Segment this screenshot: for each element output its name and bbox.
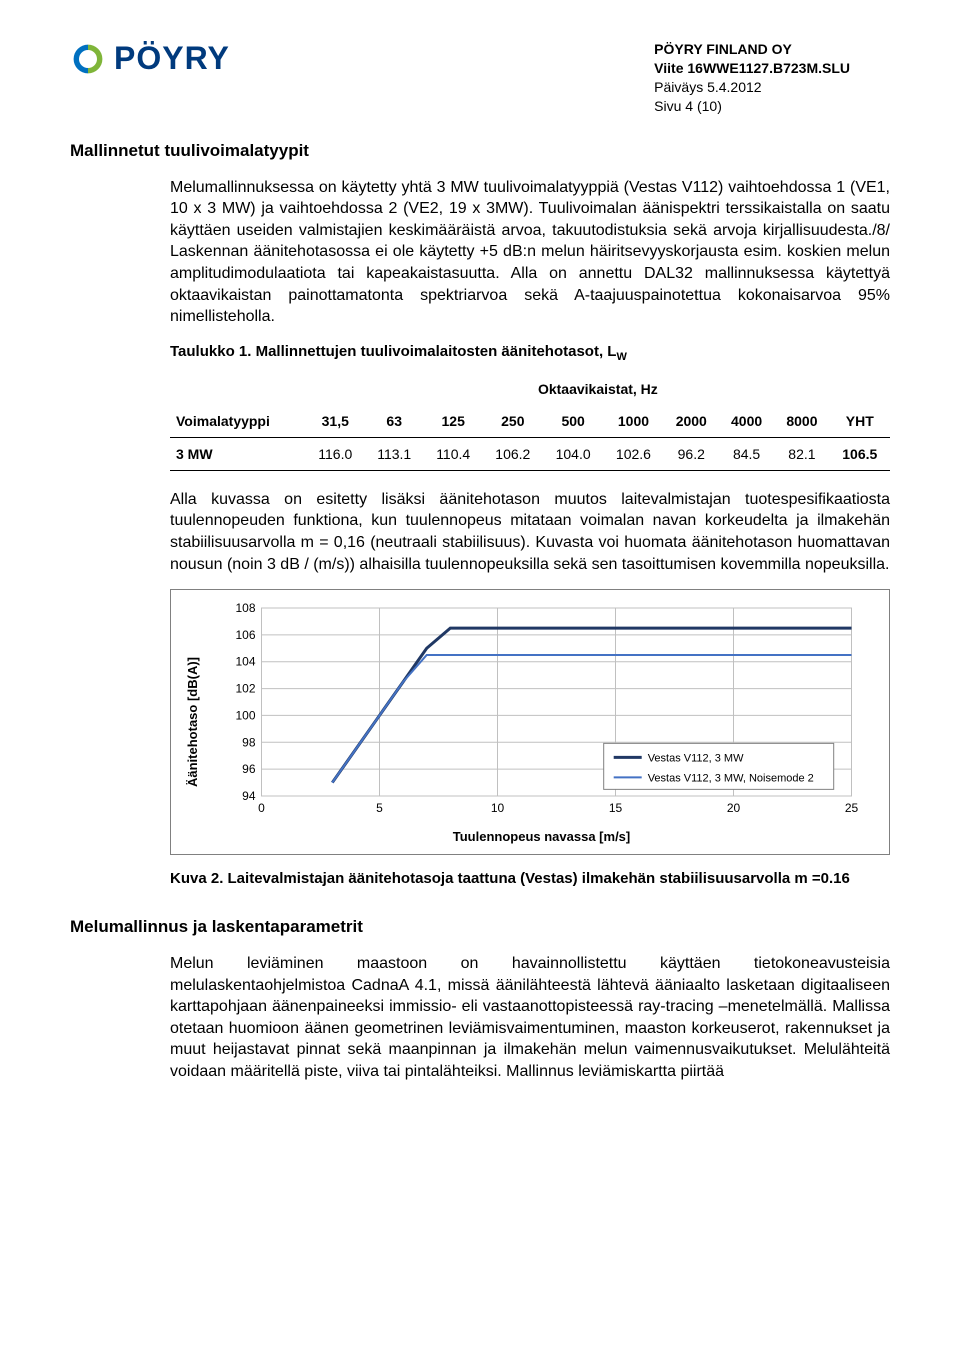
cell: 102.6 xyxy=(603,438,663,471)
svg-text:5: 5 xyxy=(376,801,383,815)
section-number: 3.2 xyxy=(0,141,40,161)
col-header-freq: 4000 xyxy=(719,405,774,438)
col-header-freq: 8000 xyxy=(774,405,829,438)
svg-text:106: 106 xyxy=(235,628,255,642)
chart-y-axis-label: Äänitehotaso [dB(A)] xyxy=(181,600,204,844)
paragraph: Alla kuvassa on esitetty lisäksi ääniteh… xyxy=(170,489,890,575)
chart-canvas: 94 96 98 100 102 104 106 108 0 5 10 15 20 25 Vestas V1… xyxy=(204,600,879,820)
doc-reference: Viite 16WWE1127.B723M.SLU xyxy=(654,59,850,78)
col-header-total: YHT xyxy=(830,405,890,438)
page-number: Sivu 4 (10) xyxy=(654,97,850,116)
table-caption: Taulukko 1. Mallinnettujen tuulivoimalai… xyxy=(170,343,890,363)
svg-text:104: 104 xyxy=(235,655,255,669)
table-caption-text: Taulukko 1. Mallinnettujen tuulivoimalai… xyxy=(170,343,616,360)
cell-total: 106.5 xyxy=(830,438,890,471)
cell: 110.4 xyxy=(424,438,483,471)
svg-text:20: 20 xyxy=(727,801,741,815)
cell: 84.5 xyxy=(719,438,774,471)
section-3-2-heading: 3.2 Mallinnetut tuulivoimalatyypit xyxy=(70,141,890,161)
frequency-table: Oktaavikaistat, Hz Voimalatyyppi 31,5 63… xyxy=(170,373,890,471)
svg-text:96: 96 xyxy=(242,762,256,776)
poyry-logo-icon xyxy=(70,41,106,77)
svg-text:Vestas V112, 3 MW: Vestas V112, 3 MW xyxy=(648,752,744,764)
logo: PÖYRY xyxy=(70,40,230,77)
chart-x-axis-label: Tuulennopeus navassa [m/s] xyxy=(204,829,879,844)
section-3-2-body: Melumallinnuksessa on käytetty yhtä 3 MW… xyxy=(170,177,890,888)
svg-text:10: 10 xyxy=(491,801,505,815)
logo-text: PÖYRY xyxy=(114,40,230,77)
col-header-freq: 31,5 xyxy=(306,405,365,438)
svg-text:98: 98 xyxy=(242,735,256,749)
row-label: 3 MW xyxy=(170,438,306,471)
section-3-3-heading: 3.3 Melumallinnus ja laskentaparametrit xyxy=(70,917,890,937)
svg-text:108: 108 xyxy=(235,601,255,615)
table-group-header: Oktaavikaistat, Hz xyxy=(306,373,890,405)
col-header-freq: 2000 xyxy=(664,405,719,438)
svg-text:25: 25 xyxy=(845,801,859,815)
line-chart: Äänitehotaso [dB(A)] 9496981001021041061… xyxy=(170,589,890,855)
document-page: PÖYRY PÖYRY FINLAND OY Viite 16WWE1127.B… xyxy=(0,0,960,1372)
svg-text:15: 15 xyxy=(609,801,623,815)
cell: 96.2 xyxy=(664,438,719,471)
svg-text:94: 94 xyxy=(242,789,256,803)
col-header-freq: 1000 xyxy=(603,405,663,438)
paragraph: Melumallinnuksessa on käytetty yhtä 3 MW… xyxy=(170,177,890,328)
svg-text:102: 102 xyxy=(235,682,255,696)
col-header-freq: 250 xyxy=(483,405,543,438)
col-header-freq: 125 xyxy=(424,405,483,438)
section-title: Melumallinnus ja laskentaparametrit xyxy=(70,917,363,937)
col-header-freq: 500 xyxy=(543,405,603,438)
cell: 116.0 xyxy=(306,438,365,471)
company-name: PÖYRY FINLAND OY xyxy=(654,40,850,59)
table-caption-sub: W xyxy=(616,351,626,363)
col-header-type: Voimalatyyppi xyxy=(170,405,306,438)
header-info-block: PÖYRY FINLAND OY Viite 16WWE1127.B723M.S… xyxy=(654,40,850,116)
paragraph: Melun leviäminen maastoon on havainnolli… xyxy=(170,953,890,1083)
page-header: PÖYRY PÖYRY FINLAND OY Viite 16WWE1127.B… xyxy=(70,40,890,116)
svg-text:100: 100 xyxy=(235,709,255,723)
cell: 113.1 xyxy=(365,438,424,471)
table-header-row: Voimalatyyppi 31,5 63 125 250 500 1000 2… xyxy=(170,405,890,438)
section-3-3-body: Melun leviäminen maastoon on havainnolli… xyxy=(170,953,890,1083)
svg-text:0: 0 xyxy=(258,801,265,815)
section-title: Mallinnetut tuulivoimalatyypit xyxy=(70,141,309,161)
col-header-freq: 63 xyxy=(365,405,424,438)
cell: 82.1 xyxy=(774,438,829,471)
svg-text:Vestas V112, 3 MW, Noisemode 2: Vestas V112, 3 MW, Noisemode 2 xyxy=(648,772,814,784)
figure-caption: Kuva 2. Laitevalmistajan äänitehotasoja … xyxy=(170,870,890,887)
cell: 104.0 xyxy=(543,438,603,471)
doc-date: Päiväys 5.4.2012 xyxy=(654,78,850,97)
cell: 106.2 xyxy=(483,438,543,471)
table-row: 3 MW 116.0 113.1 110.4 106.2 104.0 102.6… xyxy=(170,438,890,471)
section-number: 3.3 xyxy=(0,917,40,937)
